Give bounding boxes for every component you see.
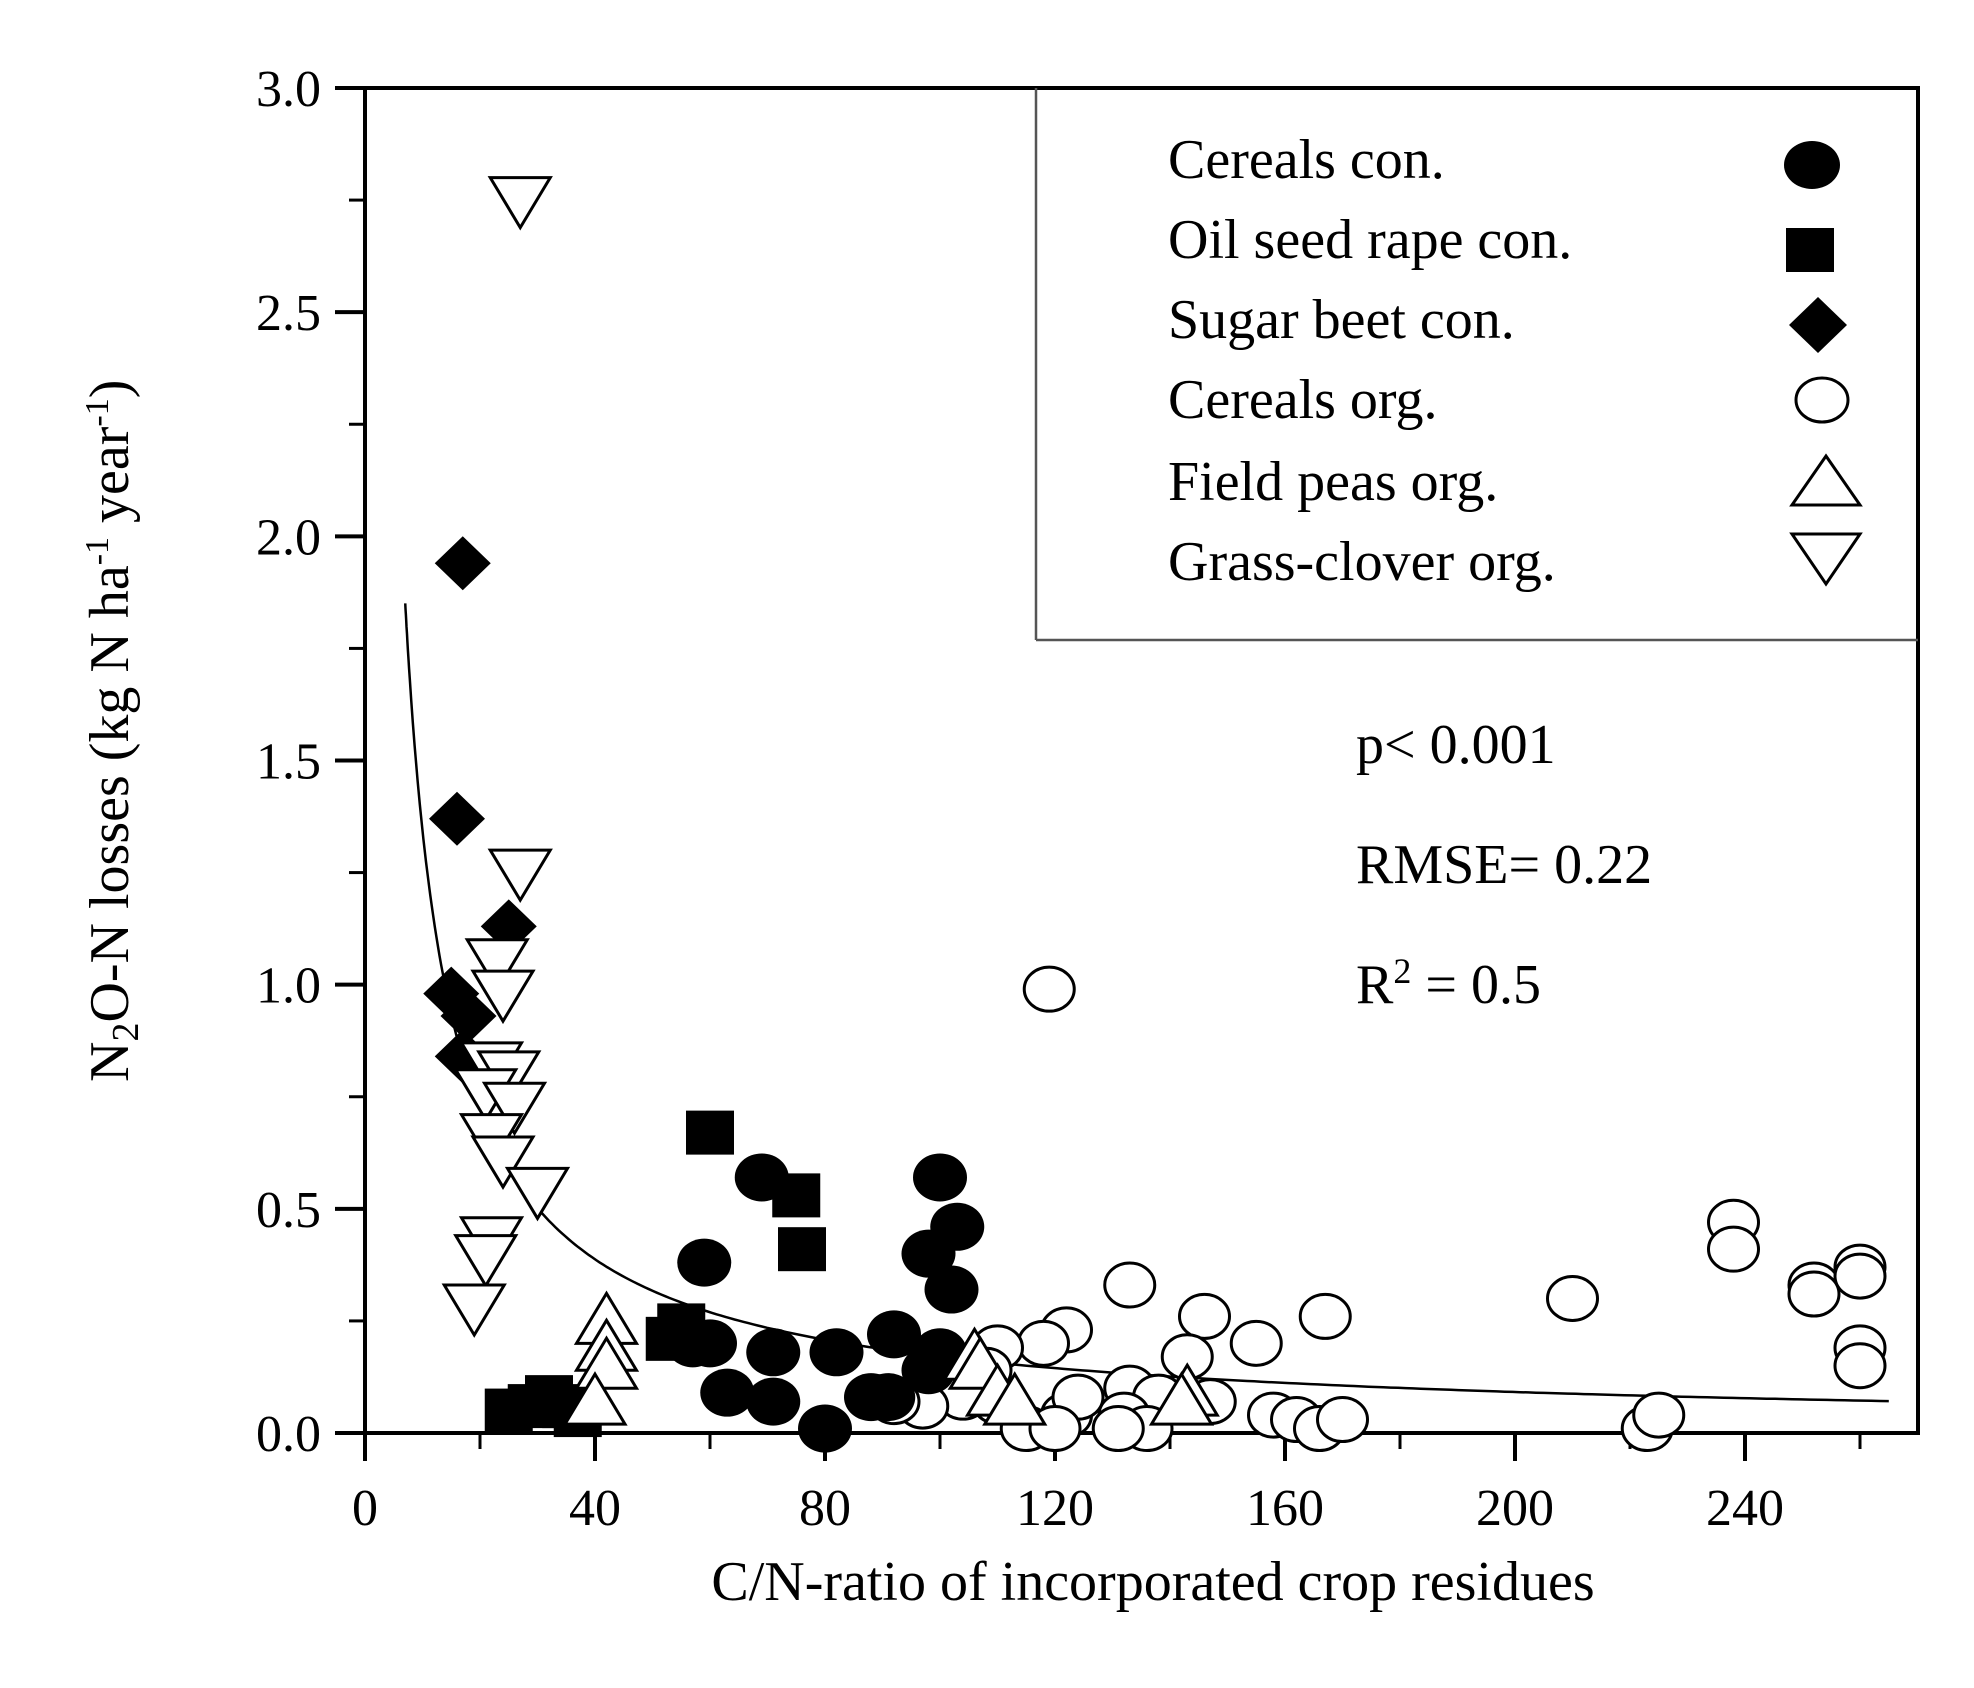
data-point-grass-clover-org xyxy=(481,1081,548,1137)
data-point-cereals-org xyxy=(1178,1292,1231,1340)
stat-p-value: p< 0.001 xyxy=(1356,714,1556,776)
legend-entry-grass-clover-org: Grass-clover org. xyxy=(1168,531,1863,593)
y-tick-label: 0.5 xyxy=(256,1182,321,1239)
y-tick-label: 3.0 xyxy=(256,61,321,118)
data-point-cereals-org xyxy=(1091,1405,1145,1453)
data-points-layer xyxy=(423,176,1887,1453)
y-axis-title-prefix: N xyxy=(79,1042,141,1082)
legend-label-sugar-beet-con: Sugar beet con. xyxy=(1168,289,1515,351)
data-point-grass-clover-org xyxy=(441,1283,507,1338)
legend-marker-open-triangle-up xyxy=(1789,453,1863,507)
data-point-cereals-org xyxy=(1833,1252,1887,1300)
y-axis-title-sub: 2 xyxy=(105,1023,147,1042)
y-axis-title-suffix: ) xyxy=(79,380,141,399)
data-point-cereals-con xyxy=(861,1373,916,1422)
data-point-cereals-con xyxy=(930,1202,985,1251)
data-point-grass-clover-org xyxy=(464,938,530,993)
data-point-grass-clover-org xyxy=(504,1166,571,1222)
data-point-sugar-beet-con xyxy=(429,791,485,846)
legend-marker-open-triangle-down xyxy=(1789,532,1863,587)
data-point-oil-seed-rape-con xyxy=(772,1173,821,1218)
x-tick-label: 40 xyxy=(569,1480,621,1537)
legend-entry-cereals-con: Cereals con. xyxy=(1168,129,1840,191)
y-axis-title-middle: O-N losses (kg N ha xyxy=(79,565,141,1022)
data-point-sugar-beet-con xyxy=(440,989,497,1044)
data-point-cereals-con xyxy=(809,1328,864,1377)
x-tick-label: 120 xyxy=(1016,1480,1094,1537)
data-point-cereals-con xyxy=(798,1404,852,1453)
y-tick-label: 1.0 xyxy=(256,958,321,1015)
x-axis-title: C/N-ratio of incorporated crop residues xyxy=(711,1551,1594,1613)
legend-label-oil-seed-rape-con: Oil seed rape con. xyxy=(1168,209,1572,271)
legend-entry-field-peas-org: Field peas org. xyxy=(1168,451,1863,513)
stat-rmse: RMSE= 0.22 xyxy=(1356,834,1652,896)
data-point-cereals-con xyxy=(746,1328,801,1377)
legend-entry-sugar-beet-con: Sugar beet con. xyxy=(1168,289,1847,353)
plot-frame xyxy=(363,86,1920,1435)
legend-marker-filled-square xyxy=(1786,228,1834,272)
legend: Cereals con. Oil seed rape con. Sugar be… xyxy=(1034,88,1918,642)
data-point-cereals-org xyxy=(1229,1319,1283,1367)
data-point-grass-clover-org xyxy=(470,1135,536,1190)
legend-marker-filled-diamond xyxy=(1789,297,1847,353)
x-tick-label: 240 xyxy=(1706,1480,1784,1537)
data-point-field-peas-org xyxy=(1148,1371,1215,1426)
legend-entry-oil-seed-rape-con: Oil seed rape con. xyxy=(1168,209,1834,272)
data-point-field-peas-org xyxy=(562,1371,628,1426)
y-tick-label: 2.0 xyxy=(256,509,321,566)
legend-entry-cereals-org: Cereals org. xyxy=(1168,369,1850,431)
data-point-cereals-org xyxy=(1017,1319,1070,1367)
data-point-cereals-org xyxy=(1316,1396,1369,1444)
data-point-cereals-org xyxy=(1298,1292,1352,1340)
data-point-grass-clover-org xyxy=(487,848,553,904)
y-axis-title-middle2: year xyxy=(79,426,141,537)
data-point-cereals-org xyxy=(1103,1261,1157,1309)
stat-r-squared: R2 = 0.5 xyxy=(1356,951,1541,1016)
data-point-oil-seed-rape-con xyxy=(686,1110,734,1155)
data-point-cereals-org xyxy=(1833,1342,1887,1390)
stat-r-squared-sup: 2 xyxy=(1393,951,1411,991)
data-point-cereals-con xyxy=(867,1310,921,1359)
data-point-cereals-org xyxy=(1632,1391,1686,1439)
y-tick-label: 0.0 xyxy=(256,1406,321,1463)
data-point-grass-clover-org xyxy=(487,176,553,231)
legend-label-grass-clover-org: Grass-clover org. xyxy=(1168,531,1556,593)
x-tick-label: 200 xyxy=(1476,1480,1554,1537)
stat-r-squared-value: = 0.5 xyxy=(1411,954,1541,1016)
data-point-cereals-con xyxy=(700,1368,755,1417)
legend-label-cereals-con: Cereals con. xyxy=(1168,129,1445,191)
data-point-grass-clover-org xyxy=(453,1234,519,1289)
y-tick-label: 1.5 xyxy=(256,734,321,791)
y-tick-label: 2.5 xyxy=(256,285,321,342)
x-tick-label: 160 xyxy=(1246,1480,1324,1537)
data-point-sugar-beet-con xyxy=(434,536,491,591)
data-point-cereals-org xyxy=(1022,965,1076,1013)
legend-label-cereals-org: Cereals org. xyxy=(1168,369,1438,431)
data-point-cereals-org xyxy=(1546,1275,1599,1322)
data-point-field-peas-org xyxy=(982,1371,1048,1426)
data-point-cereals-con xyxy=(913,1153,967,1202)
data-point-oil-seed-rape-con xyxy=(778,1227,826,1272)
y-axis-title-sup1: -1 xyxy=(79,537,116,565)
data-point-field-peas-org xyxy=(573,1335,640,1390)
data-point-cereals-org xyxy=(1707,1225,1760,1273)
x-tick-label: 80 xyxy=(799,1480,851,1537)
legend-marker-filled-circle xyxy=(1784,141,1840,189)
data-point-cereals-con xyxy=(924,1265,979,1314)
x-tick-label: 0 xyxy=(352,1480,378,1537)
legend-label-field-peas-org: Field peas org. xyxy=(1168,451,1498,513)
y-axis-title: N2O-N losses (kg N ha-1 year-1) xyxy=(79,380,147,1082)
legend-marker-open-circle xyxy=(1794,376,1850,424)
data-point-cereals-con xyxy=(677,1238,732,1287)
y-axis-title-sup2: -1 xyxy=(79,398,116,426)
axes-layer: 0.0 0.5 1.0 1.5 2.0 2.5 3.0 0 40 80 120 160 200 240 xyxy=(256,61,1862,1537)
data-point-cereals-con xyxy=(746,1377,801,1426)
stat-r-squared-label: R xyxy=(1356,954,1394,1016)
data-point-oil-seed-rape-con xyxy=(645,1316,694,1361)
data-point-cereals-org xyxy=(1787,1270,1841,1318)
stats-annotations: p< 0.001 RMSE= 0.22 R2 = 0.5 xyxy=(1356,714,1652,1016)
data-point-grass-clover-org xyxy=(470,969,536,1025)
